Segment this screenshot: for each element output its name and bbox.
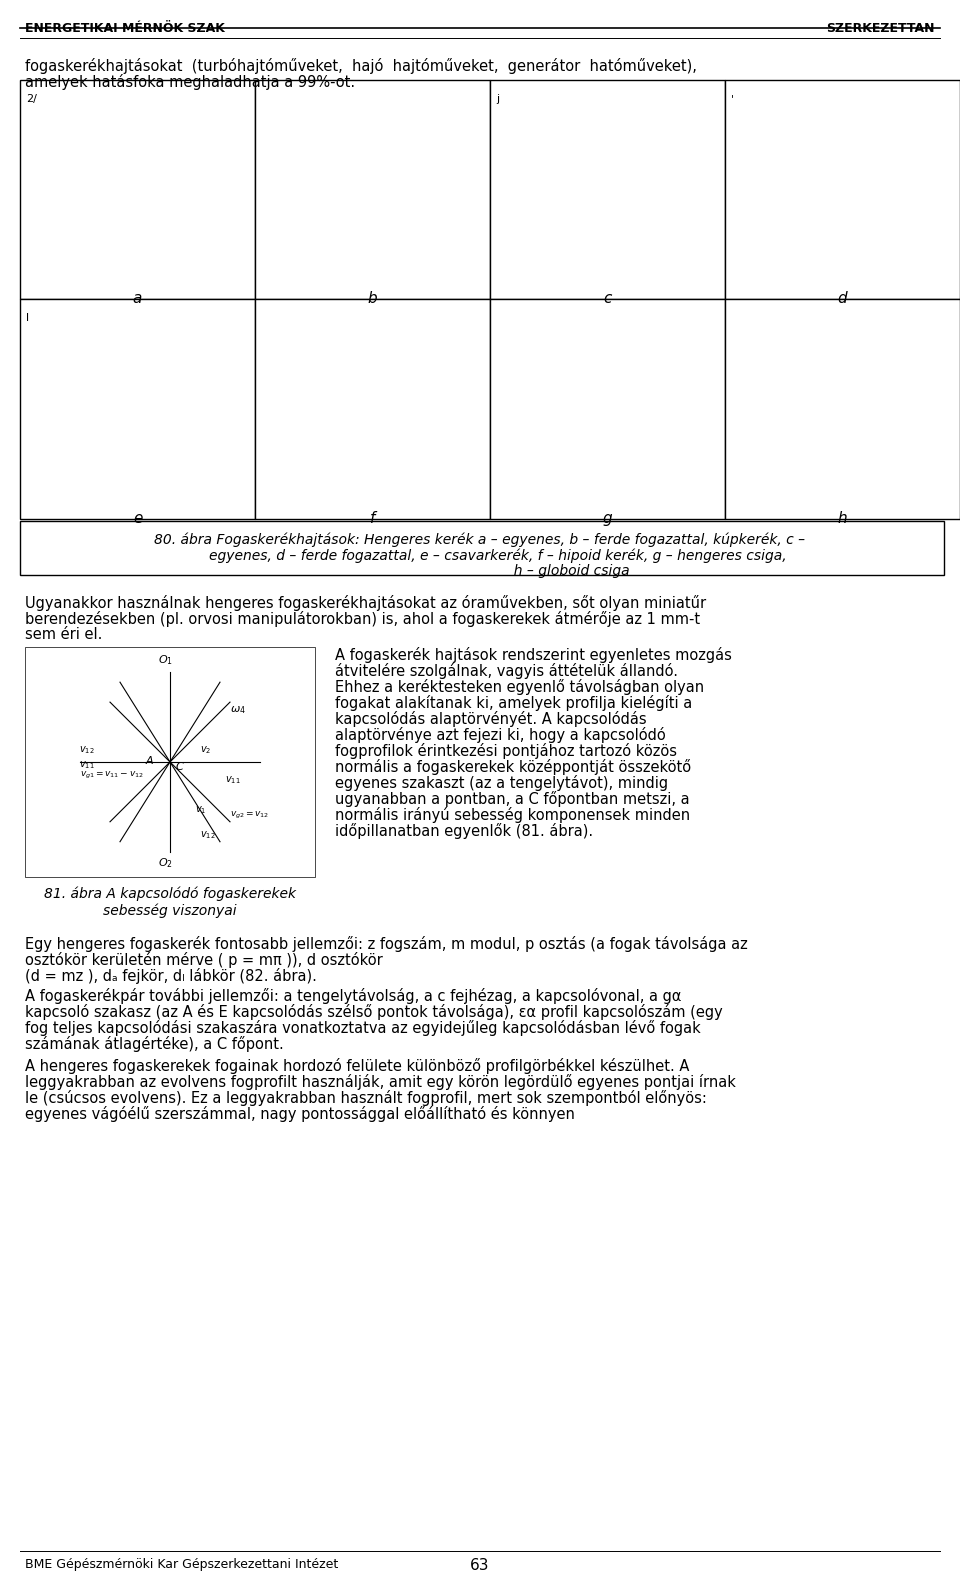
- Text: kapcsolódás alaptörvényét. A kapcsolódás: kapcsolódás alaptörvényét. A kapcsolódás: [335, 711, 647, 727]
- Text: $v_{12}$: $v_{12}$: [80, 744, 95, 756]
- Text: g: g: [603, 511, 612, 526]
- Text: számának átlagértéke), a C főpont.: számának átlagértéke), a C főpont.: [25, 1035, 284, 1053]
- Text: A hengeres fogaskerekek fogainak hordozó felülete különböző profilgörbékkel kész: A hengeres fogaskerekek fogainak hordozó…: [25, 1057, 689, 1075]
- Text: j: j: [496, 93, 499, 104]
- Text: amelyek hatásfoka meghaladhatja a 99%-ot.: amelyek hatásfoka meghaladhatja a 99%-ot…: [25, 74, 355, 90]
- Text: berendezésekben (pl. orvosi manipulátorokban) is, ahol a fogaskerekek átmérője a: berendezésekben (pl. orvosi manipulátoro…: [25, 611, 700, 627]
- Text: SZERKEZETTAN: SZERKEZETTAN: [827, 22, 935, 35]
- Text: $v_{11}$: $v_{11}$: [80, 760, 95, 771]
- Text: fogakat alakítanak ki, amelyek profilja kielégíti a: fogakat alakítanak ki, amelyek profilja …: [335, 695, 692, 711]
- Text: d: d: [838, 292, 848, 306]
- Bar: [20, 299, 255, 519]
- Text: b: b: [368, 292, 377, 306]
- Text: Egy hengeres fogaskerék fontosabb jellemzői: z fogszám, m modul, p osztás (a fog: Egy hengeres fogaskerék fontosabb jellem…: [25, 936, 748, 952]
- Text: egyenes szakaszt (az a tengelytávot), mindig: egyenes szakaszt (az a tengelytávot), mi…: [335, 775, 668, 791]
- Text: időpillanatban egyenlők (81. ábra).: időpillanatban egyenlők (81. ábra).: [335, 823, 593, 838]
- Text: átvitelére szolgálnak, vagyis áttételük állandó.: átvitelére szolgálnak, vagyis áttételük …: [335, 663, 678, 679]
- Bar: [255, 80, 490, 299]
- Text: 81. ábra A kapcsolódó fogaskerekek
sebesség viszonyai: 81. ábra A kapcsolódó fogaskerekek sebes…: [44, 887, 296, 917]
- Text: c: c: [603, 292, 612, 306]
- Bar: [725, 80, 960, 299]
- Text: $v_2$: $v_2$: [200, 744, 211, 756]
- Text: $v_1$: $v_1$: [195, 804, 206, 816]
- Text: egyenes, d – ferde fogazattal, e – csavarkerék, f – hipoid kerék, g – hengeres c: egyenes, d – ferde fogazattal, e – csava…: [174, 548, 786, 563]
- Text: Ugyanakkor használnak hengeres fogaskerékhajtásokat az óraművekben, sőt olyan mi: Ugyanakkor használnak hengeres fogaskeré…: [25, 596, 707, 611]
- Bar: [20, 520, 944, 575]
- Text: $O_2$: $O_2$: [157, 857, 173, 870]
- Text: ENERGETIKAI MÉRNÖK SZAK: ENERGETIKAI MÉRNÖK SZAK: [25, 22, 225, 35]
- Text: ': ': [731, 93, 734, 104]
- Text: $v_{12}$: $v_{12}$: [200, 829, 216, 840]
- Text: fogprofilok érintkezési pontjához tartozó közös: fogprofilok érintkezési pontjához tartoz…: [335, 742, 677, 760]
- Bar: [490, 80, 725, 299]
- Text: le (csúcsos evolvens). Ez a leggyakrabban használt fogprofil, mert sok szempontb: le (csúcsos evolvens). Ez a leggyakrabba…: [25, 1091, 707, 1106]
- Bar: [25, 648, 315, 876]
- Text: $v_{g2}=v_{12}$: $v_{g2}=v_{12}$: [230, 810, 270, 821]
- Bar: [20, 80, 255, 299]
- Text: normális a fogaskerekek középpontját összekötő: normális a fogaskerekek középpontját öss…: [335, 760, 691, 775]
- Text: $\omega_4$: $\omega_4$: [230, 704, 246, 716]
- Text: e: e: [132, 511, 142, 526]
- Text: kapcsoló szakasz (az A és E kapcsolódás szélső pontok távolsága), εα profil kapc: kapcsoló szakasz (az A és E kapcsolódás …: [25, 1004, 723, 1020]
- Text: h: h: [838, 511, 848, 526]
- Text: 2/: 2/: [26, 93, 36, 104]
- Text: l: l: [26, 314, 29, 323]
- Bar: [490, 299, 725, 519]
- Text: 80. ábra Fogaskerékhajtások: Hengeres kerék a – egyenes, b – ferde fogazattal, k: 80. ábra Fogaskerékhajtások: Hengeres ke…: [155, 533, 805, 547]
- Text: $v_{11}$: $v_{11}$: [225, 774, 241, 786]
- Text: $C$: $C$: [175, 760, 184, 772]
- Text: egyenes vágóélű szerszámmal, nagy pontossággal előállítható és könnyen: egyenes vágóélű szerszámmal, nagy pontos…: [25, 1106, 575, 1122]
- Text: normális irányú sebesség komponensek minden: normális irányú sebesség komponensek min…: [335, 807, 690, 823]
- Text: 63: 63: [470, 1557, 490, 1573]
- Text: $A$: $A$: [145, 753, 155, 766]
- Text: osztókör kerületén mérve ( p = mπ )), d osztókör: osztókör kerületén mérve ( p = mπ )), d …: [25, 952, 383, 968]
- Text: Ehhez a keréktesteken egyenlő távolságban olyan: Ehhez a keréktesteken egyenlő távolságba…: [335, 679, 704, 695]
- Text: A fogaskerékpár további jellemzői: a tengelytávolság, a c fejhézag, a kapcsolóvo: A fogaskerékpár további jellemzői: a ten…: [25, 988, 682, 1004]
- Text: $v_{g1}=v_{11}-v_{12}$: $v_{g1}=v_{11}-v_{12}$: [80, 771, 144, 782]
- Text: ugyanabban a pontban, a C főpontban metszi, a: ugyanabban a pontban, a C főpontban mets…: [335, 791, 689, 807]
- Text: A fogaskerék hajtások rendszerint egyenletes mozgás: A fogaskerék hajtások rendszerint egyenl…: [335, 648, 732, 663]
- Text: leggyakrabban az evolvens fogprofilt használják, amit egy körön legördülő egyene: leggyakrabban az evolvens fogprofilt has…: [25, 1075, 736, 1091]
- Text: fogaskerékhajtásokat  (turbóhajtóműveket,  hajó  hajtóműveket,  generátor  hatóm: fogaskerékhajtásokat (turbóhajtóműveket,…: [25, 58, 697, 74]
- Text: a: a: [132, 292, 142, 306]
- Text: alaptörvénye azt fejezi ki, hogy a kapcsolódó: alaptörvénye azt fejezi ki, hogy a kapcs…: [335, 727, 665, 742]
- Bar: [725, 299, 960, 519]
- Text: f: f: [370, 511, 375, 526]
- Text: (d = mz ), dₐ fejkör, dₗ lábkör (82. ábra).: (d = mz ), dₐ fejkör, dₗ lábkör (82. ábr…: [25, 968, 317, 985]
- Text: h – globoid csiga: h – globoid csiga: [330, 564, 630, 578]
- Text: fog teljes kapcsolódási szakaszára vonatkoztatva az egyidejűleg kapcsolódásban l: fog teljes kapcsolódási szakaszára vonat…: [25, 1020, 701, 1037]
- Bar: [255, 299, 490, 519]
- Text: sem éri el.: sem éri el.: [25, 627, 103, 643]
- Text: $O_1$: $O_1$: [157, 654, 173, 667]
- Text: BME Gépészmérnöki Kar Gépszerkezettani Intézet: BME Gépészmérnöki Kar Gépszerkezettani I…: [25, 1557, 338, 1571]
